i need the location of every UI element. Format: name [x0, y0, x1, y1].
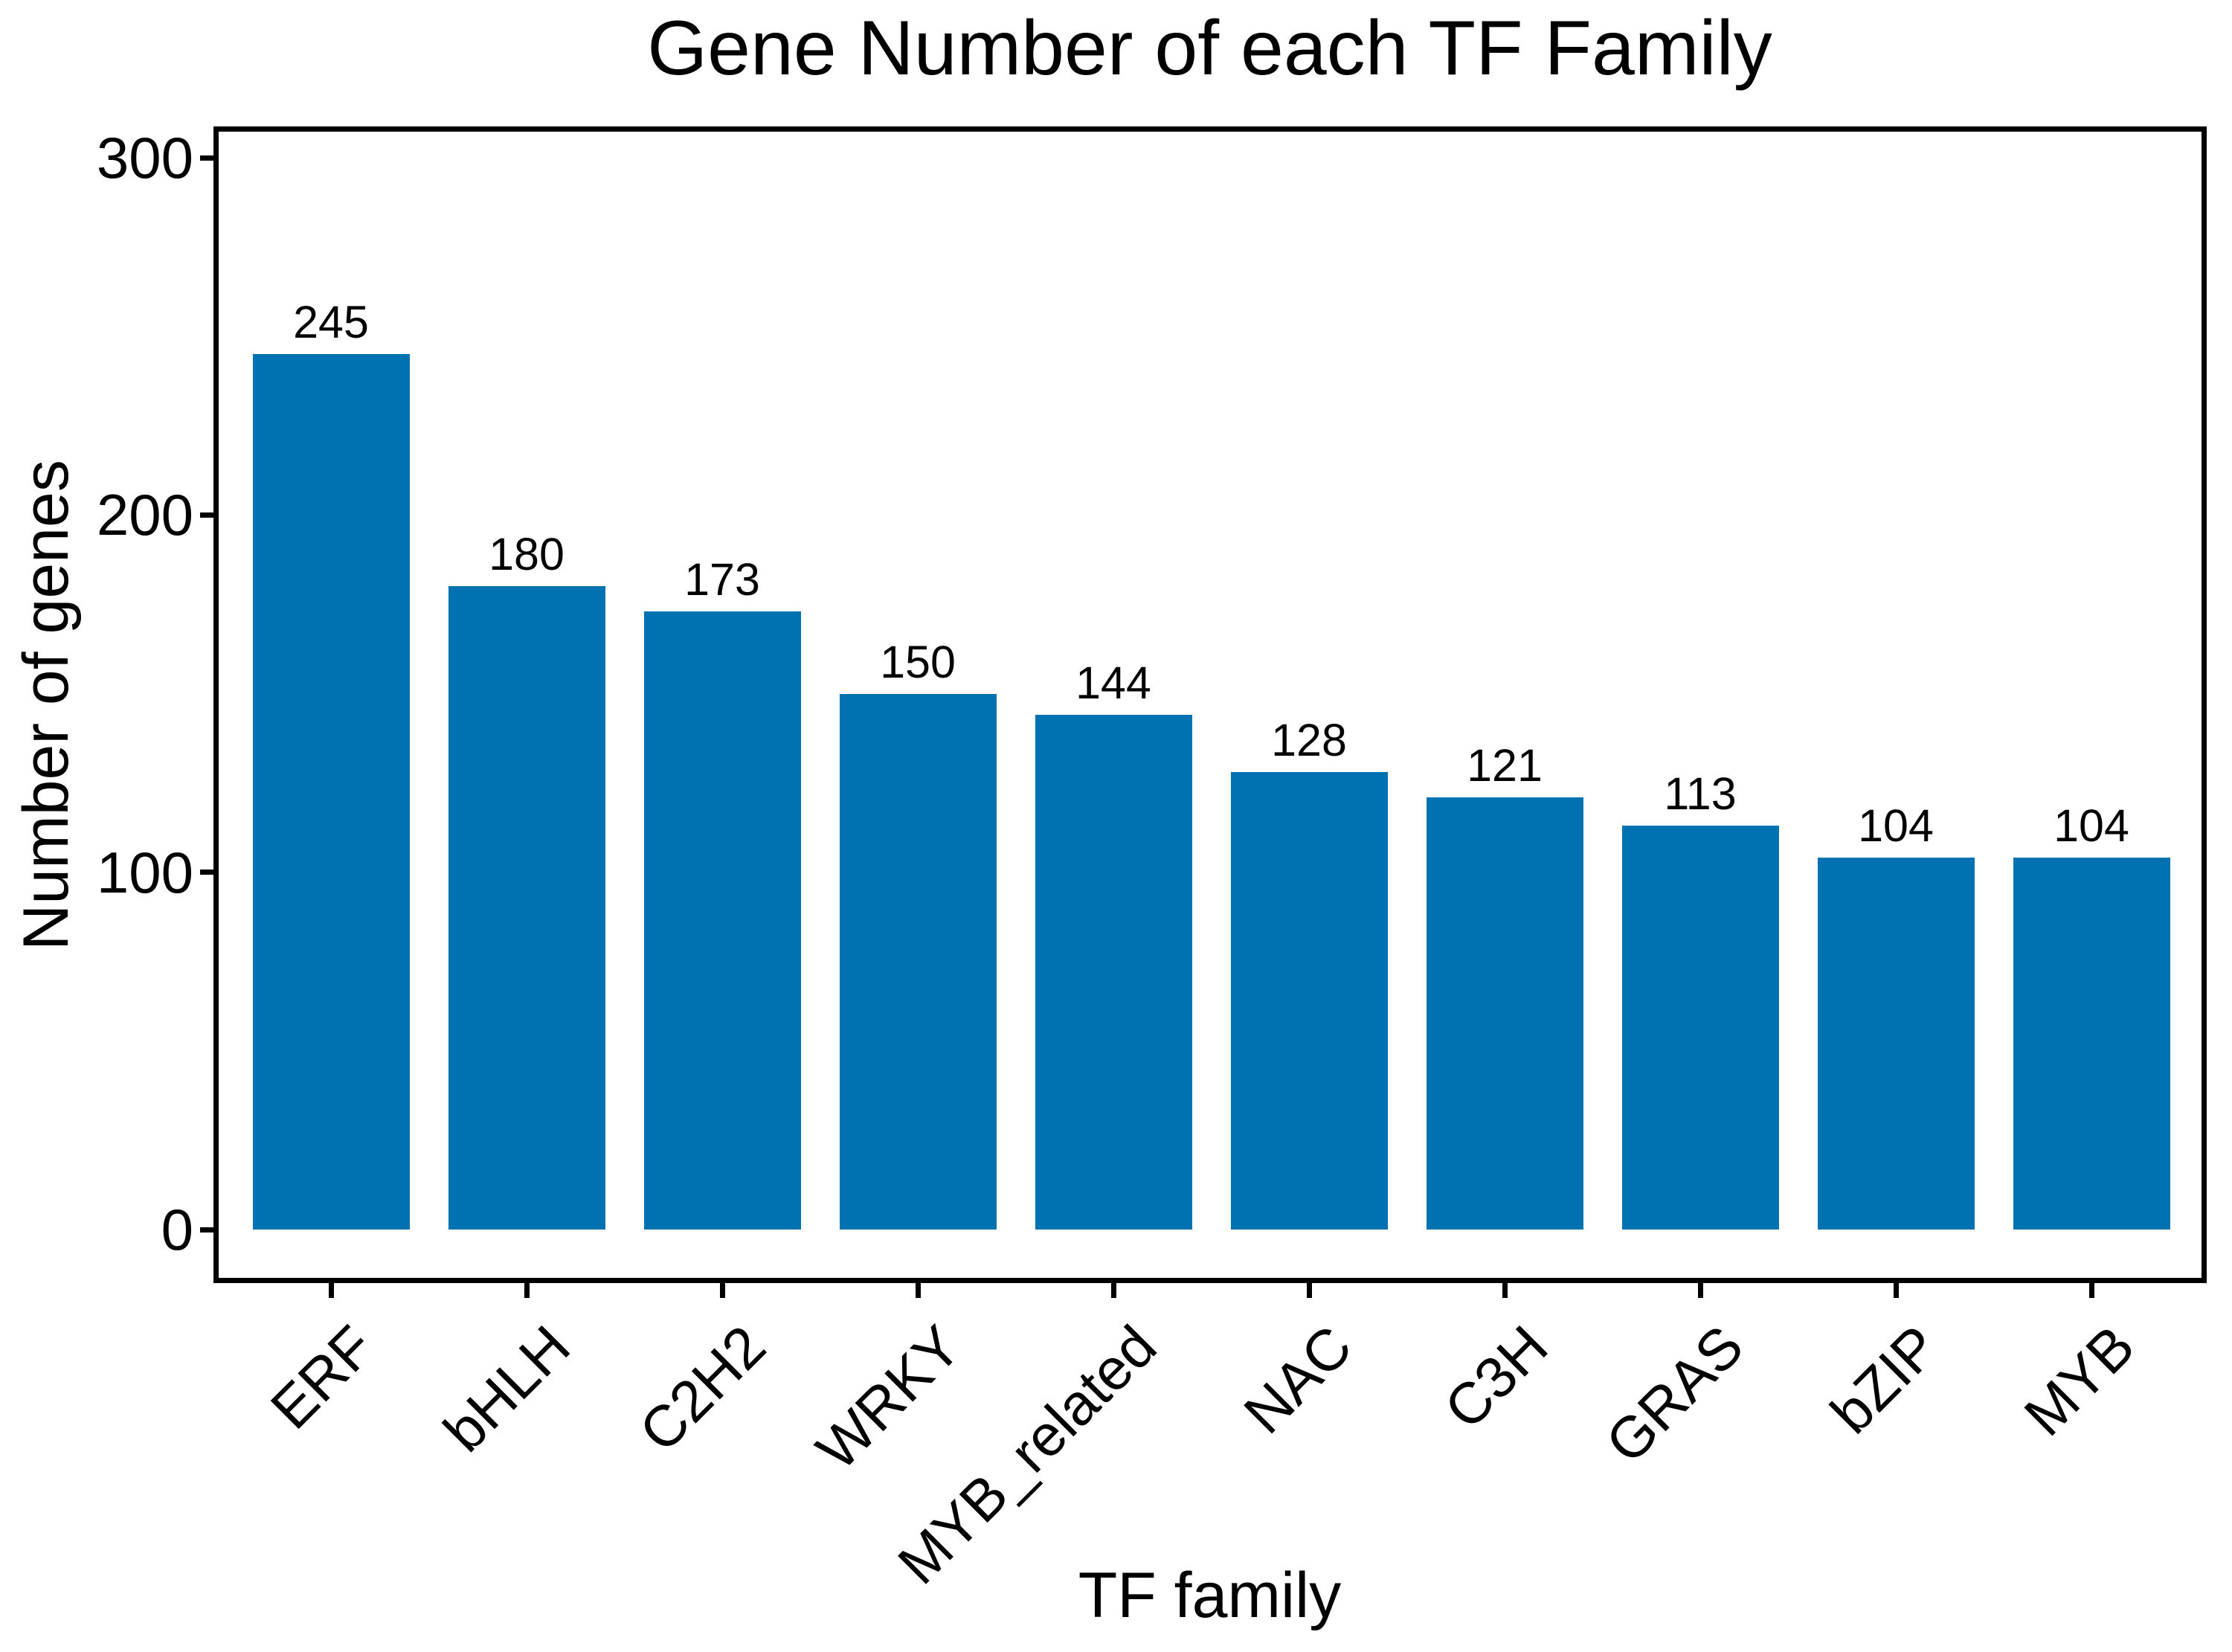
bar-value-label-MYB: 104	[2053, 800, 2129, 852]
bar-value-label-MYB_related: 144	[1075, 658, 1151, 709]
x-tick-label-NAC: NAC	[1231, 1313, 1365, 1446]
x-tick-mark-MYB	[2088, 1283, 2094, 1298]
bar-C3H	[1426, 797, 1583, 1230]
x-tick-mark-C2H2	[719, 1283, 725, 1298]
bar-WRKY	[839, 693, 997, 1230]
x-tick-label-GRAS: GRAS	[1592, 1313, 1756, 1476]
y-tick-label-0: 0	[161, 1197, 193, 1262]
bar-ERF	[252, 354, 410, 1230]
y-tick-mark-300	[200, 155, 214, 161]
y-tick-mark-0	[200, 1227, 214, 1232]
x-tick-mark-ERF	[328, 1283, 334, 1298]
x-tick-label-bZIP: bZIP	[1818, 1313, 1952, 1446]
bar-MYB	[2013, 858, 2170, 1230]
x-tick-mark-NAC	[1306, 1283, 1312, 1298]
x-axis-title: TF family	[1078, 1560, 1342, 1631]
x-tick-mark-bHLH	[524, 1283, 530, 1298]
bar-value-label-bHLH: 180	[489, 529, 565, 580]
chart-title: Gene Number of each TF Family	[647, 5, 1772, 91]
bar-bHLH	[448, 586, 605, 1230]
x-tick-label-ERF: ERF	[257, 1313, 387, 1442]
x-tick-mark-GRAS	[1697, 1283, 1703, 1298]
bar-C2H2	[643, 611, 801, 1230]
y-tick-label-300: 300	[96, 125, 193, 190]
x-tick-mark-bZIP	[1893, 1283, 1899, 1298]
x-tick-label-C2H2: C2H2	[626, 1313, 778, 1465]
y-tick-mark-100	[200, 870, 214, 875]
bar-value-label-NAC: 128	[1271, 715, 1347, 766]
bar-value-label-ERF: 245	[293, 297, 369, 348]
bar-NAC	[1230, 772, 1388, 1230]
bar-bZIP	[1817, 858, 1975, 1230]
bar-value-label-C3H: 121	[1467, 739, 1543, 791]
bar-MYB_related	[1035, 715, 1192, 1230]
y-tick-label-100: 100	[96, 839, 193, 905]
bar-value-label-C2H2: 173	[684, 554, 760, 605]
bar-value-label-GRAS: 113	[1664, 768, 1737, 820]
x-tick-mark-WRKY	[915, 1283, 921, 1298]
bar-GRAS	[1621, 826, 1779, 1230]
bar-value-label-bZIP: 104	[1858, 800, 1934, 852]
x-tick-mark-C3H	[1502, 1283, 1508, 1298]
x-tick-label-bHLH: bHLH	[431, 1313, 582, 1465]
bar-value-label-WRKY: 150	[880, 636, 956, 687]
x-tick-label-MYB: MYB	[2011, 1313, 2147, 1448]
y-tick-label-200: 200	[96, 482, 193, 548]
x-tick-mark-MYB_related	[1110, 1283, 1116, 1298]
y-axis-title: Number of genes	[10, 460, 82, 951]
y-tick-mark-200	[200, 512, 214, 518]
x-tick-label-C3H: C3H	[1431, 1313, 1560, 1442]
plot-frame	[213, 126, 2207, 1283]
x-tick-label-WRKY: WRKY	[803, 1313, 974, 1482]
